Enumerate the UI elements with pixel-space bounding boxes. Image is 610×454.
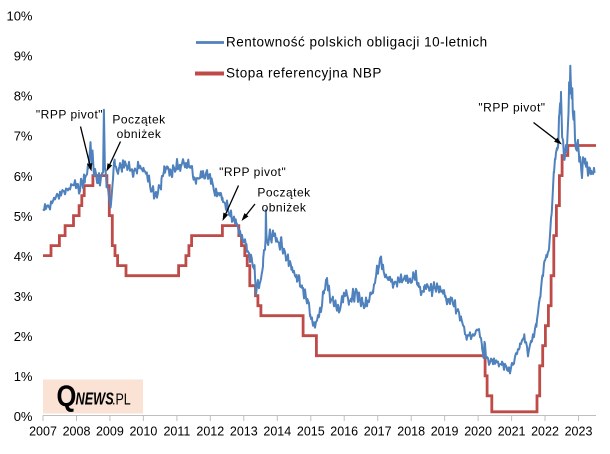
- svg-text:Stopa referencyjna NBP: Stopa referencyjna NBP: [226, 66, 382, 81]
- svg-text:.PL: .PL: [112, 391, 131, 409]
- svg-text:Początek: Początek: [112, 113, 166, 127]
- svg-text:2%: 2%: [14, 329, 33, 344]
- svg-text:6%: 6%: [14, 169, 33, 184]
- svg-text:Q: Q: [57, 379, 77, 412]
- svg-text:1%: 1%: [14, 369, 33, 384]
- svg-text:8%: 8%: [14, 89, 33, 104]
- svg-text:2016: 2016: [330, 424, 358, 438]
- svg-text:2015: 2015: [297, 424, 325, 438]
- svg-text:NEWS: NEWS: [76, 390, 115, 410]
- svg-text:0%: 0%: [14, 409, 33, 424]
- svg-text:5%: 5%: [14, 209, 33, 224]
- svg-text:obniżek: obniżek: [262, 201, 307, 215]
- svg-text:2012: 2012: [196, 424, 224, 438]
- svg-text:2010: 2010: [129, 424, 157, 438]
- svg-text:7%: 7%: [14, 129, 33, 144]
- svg-text:4%: 4%: [14, 249, 33, 264]
- svg-text:2008: 2008: [63, 424, 91, 438]
- svg-text:obniżek: obniżek: [117, 127, 162, 141]
- svg-text:Początek: Początek: [257, 186, 311, 200]
- svg-text:3%: 3%: [14, 289, 33, 304]
- svg-text:2020: 2020: [464, 424, 492, 438]
- svg-text:2017: 2017: [364, 424, 392, 438]
- svg-text:2014: 2014: [263, 424, 291, 438]
- svg-text:2021: 2021: [498, 424, 526, 438]
- svg-text:2009: 2009: [96, 424, 124, 438]
- svg-text:"RPP pivot": "RPP pivot": [36, 108, 103, 122]
- svg-text:"RPP pivot": "RPP pivot": [219, 165, 286, 179]
- svg-text:2023: 2023: [565, 424, 593, 438]
- svg-text:2022: 2022: [531, 424, 559, 438]
- svg-text:2007: 2007: [29, 424, 57, 438]
- svg-text:2011: 2011: [163, 424, 190, 438]
- svg-text:10%: 10%: [6, 9, 32, 24]
- svg-text:2018: 2018: [397, 424, 425, 438]
- svg-text:9%: 9%: [14, 49, 33, 64]
- svg-text:"RPP pivot": "RPP pivot": [478, 101, 545, 115]
- svg-text:2013: 2013: [230, 424, 258, 438]
- svg-text:2019: 2019: [431, 424, 459, 438]
- svg-text:Rentowność polskich obligacji: Rentowność polskich obligacji 10-letnich: [226, 35, 488, 50]
